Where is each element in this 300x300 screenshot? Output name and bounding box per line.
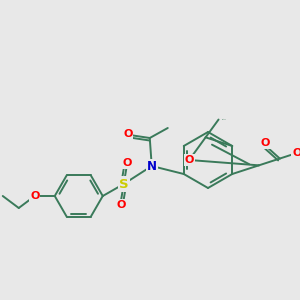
Text: O: O [184,155,194,165]
Text: O: O [292,148,300,158]
Text: O: O [122,158,131,168]
Text: O: O [123,129,132,139]
Text: O: O [116,200,125,210]
Text: O: O [30,191,39,201]
Text: S: S [119,178,129,190]
Text: methyl: methyl [222,119,226,120]
Text: N: N [147,160,157,172]
Text: O: O [260,138,270,148]
